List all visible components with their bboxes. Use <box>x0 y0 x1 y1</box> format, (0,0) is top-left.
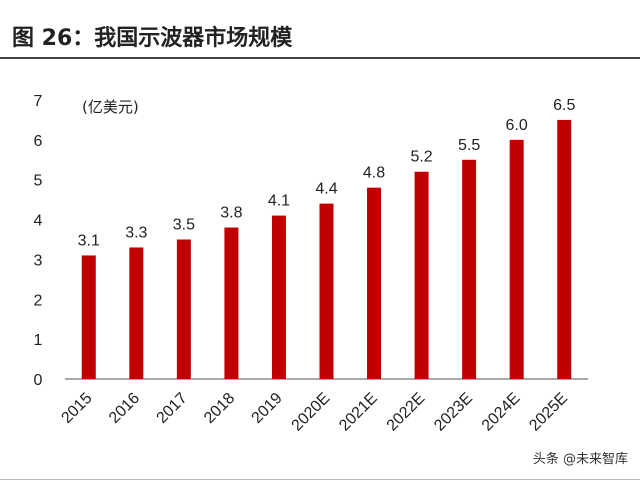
x-tick-label: 2017 <box>154 390 191 427</box>
title-divider <box>0 57 640 59</box>
data-label: 5.2 <box>410 149 432 166</box>
x-tick-label: 2019 <box>249 390 286 427</box>
x-tick-label: 2023E <box>431 390 476 435</box>
bottom-divider <box>0 479 640 480</box>
x-tick-label: 2021E <box>336 390 381 435</box>
x-tick-label: 2016 <box>106 390 143 427</box>
bar <box>367 187 382 379</box>
x-tick-label: 2022E <box>384 390 429 435</box>
chart-title: 图 26：我国示波器市场规模 <box>12 26 293 51</box>
data-label: 3.1 <box>78 232 100 249</box>
x-tick-label: 2015 <box>58 390 95 427</box>
x-axis-ticks: 2015 2016 2017 2018 2019 2020E 2021E 2022E 2023E… <box>58 390 571 435</box>
data-label: 4.4 <box>315 181 337 198</box>
data-label: 4.8 <box>363 165 385 182</box>
data-labels: 3.1 3.3 3.5 3.8 4.1 4.4 4.8 5.2 5.5 6.0 6.5 <box>78 97 576 250</box>
x-tick-label: 2018 <box>201 390 238 427</box>
data-label: 3.3 <box>125 224 147 241</box>
bar <box>557 119 572 379</box>
y-tick-label: 7 <box>34 93 43 110</box>
data-label: 6.0 <box>506 117 528 134</box>
bar <box>271 215 286 379</box>
bars <box>81 119 572 379</box>
unit-label: (亿美元) <box>82 98 139 116</box>
y-tick-label: 4 <box>34 213 43 230</box>
y-tick-label: 1 <box>34 332 43 349</box>
bar <box>81 255 96 379</box>
bar <box>509 139 524 379</box>
x-tick-label: 2020E <box>289 390 334 435</box>
bar <box>462 159 477 379</box>
bar <box>129 247 144 379</box>
x-tick-label: 2024E <box>479 390 524 435</box>
data-label: 6.5 <box>553 97 575 114</box>
y-tick-label: 3 <box>34 252 43 269</box>
bar <box>224 227 239 379</box>
x-tick-label: 2025E <box>526 390 571 435</box>
bar <box>319 203 334 379</box>
y-tick-label: 2 <box>34 292 43 309</box>
bar <box>414 171 429 379</box>
y-tick-label: 6 <box>34 133 43 150</box>
data-label: 3.8 <box>220 205 242 222</box>
watermark: 头条 @未来智库 <box>532 452 628 467</box>
y-tick-label: 0 <box>34 372 43 389</box>
bar <box>176 239 191 379</box>
data-label: 5.5 <box>458 137 480 154</box>
y-axis-ticks: 0 1 2 3 4 5 6 7 <box>34 93 43 389</box>
data-label: 4.1 <box>268 193 290 210</box>
data-label: 3.5 <box>173 217 195 234</box>
y-tick-label: 5 <box>34 173 43 190</box>
